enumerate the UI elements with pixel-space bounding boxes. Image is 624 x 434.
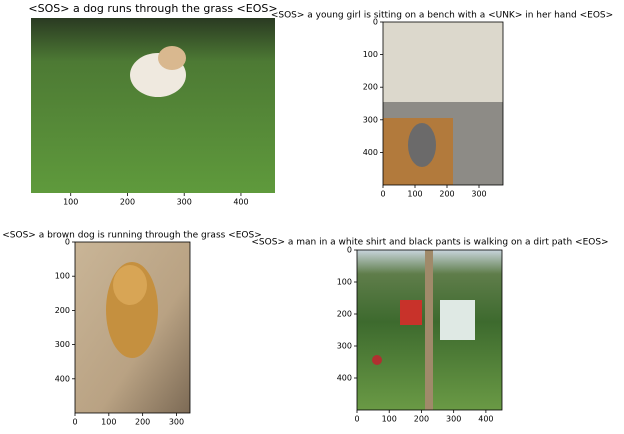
panel-title: <SOS> a young girl is sitting on a bench… bbox=[271, 11, 613, 21]
y-tick-label: 0 bbox=[65, 238, 70, 247]
y-tick-label: 100 bbox=[55, 272, 70, 281]
y-tick-label: 300 bbox=[363, 115, 378, 124]
y-tick-label: 300 bbox=[337, 342, 352, 351]
x-tick-label: 400 bbox=[233, 198, 248, 207]
axes-frame bbox=[74, 241, 191, 414]
x-tick-label: 0 bbox=[380, 190, 385, 199]
axes-frame bbox=[382, 21, 504, 186]
y-tick-label: 100 bbox=[337, 278, 352, 287]
x-tick-label: 100 bbox=[382, 415, 397, 424]
y-tick-label: 0 bbox=[373, 18, 378, 27]
x-tick-label: 300 bbox=[177, 198, 192, 207]
x-tick-label: 200 bbox=[120, 198, 135, 207]
axes-frame bbox=[356, 249, 503, 411]
y-tick-label: 200 bbox=[363, 83, 378, 92]
x-tick-label: 100 bbox=[63, 198, 78, 207]
y-tick-label: 400 bbox=[363, 148, 378, 157]
y-tick-label: 0 bbox=[347, 246, 352, 255]
panel-title: <SOS> a brown dog is running through the… bbox=[2, 231, 262, 241]
panel-title: <SOS> a man in a white shirt and black p… bbox=[251, 238, 608, 248]
x-tick-label: 100 bbox=[407, 190, 422, 199]
x-tick-label: 400 bbox=[478, 415, 493, 424]
y-tick-label: 200 bbox=[55, 306, 70, 315]
panel-title: <SOS> a dog runs through the grass <EOS> bbox=[28, 2, 277, 15]
x-tick-label: 200 bbox=[414, 415, 429, 424]
photo bbox=[31, 18, 275, 193]
y-tick-label: 200 bbox=[337, 310, 352, 319]
x-tick-label: 200 bbox=[439, 190, 454, 199]
x-tick-label: 100 bbox=[101, 418, 116, 427]
photo bbox=[357, 250, 502, 410]
x-tick-label: 300 bbox=[169, 418, 184, 427]
y-tick-label: 400 bbox=[337, 374, 352, 383]
y-tick-label: 300 bbox=[55, 340, 70, 349]
x-tick-label: 200 bbox=[135, 418, 150, 427]
x-tick-label: 0 bbox=[72, 418, 77, 427]
x-tick-label: 300 bbox=[471, 190, 486, 199]
x-tick-label: 300 bbox=[446, 415, 461, 424]
photo bbox=[383, 22, 503, 185]
y-tick-label: 400 bbox=[55, 374, 70, 383]
x-tick-label: 0 bbox=[354, 415, 359, 424]
photo bbox=[75, 242, 190, 413]
y-tick-label: 100 bbox=[363, 50, 378, 59]
